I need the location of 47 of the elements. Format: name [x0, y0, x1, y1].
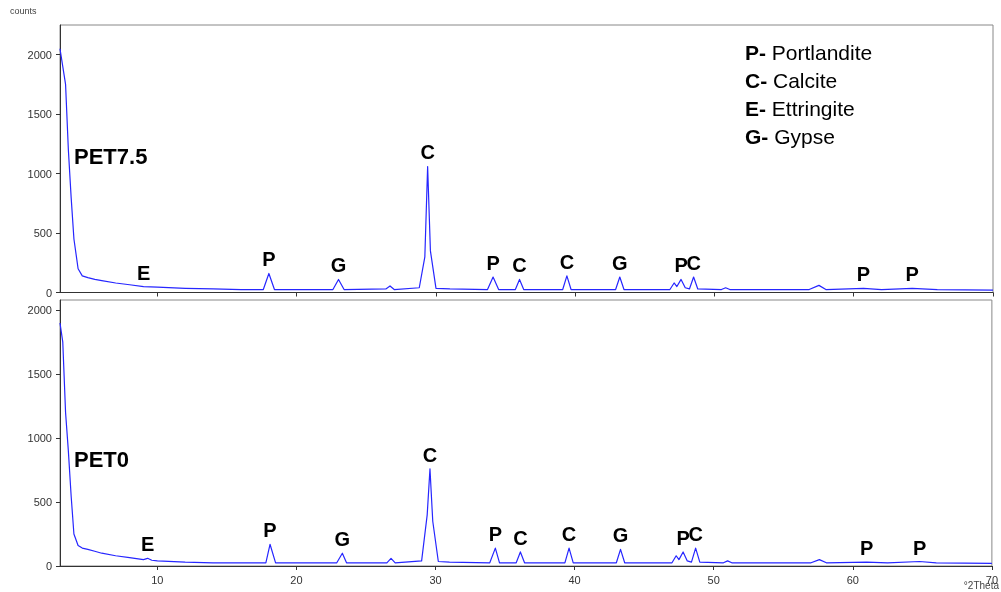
annotation: E	[140, 533, 155, 556]
annotation: P	[674, 254, 688, 277]
annotation: P	[860, 537, 874, 560]
annotation: C	[561, 523, 577, 546]
annotation: P	[488, 523, 503, 546]
annotation: G	[330, 254, 347, 277]
annotation: G	[612, 252, 628, 275]
annotation: E- Ettringite	[745, 97, 855, 120]
y-tick-label: 2000	[27, 48, 52, 61]
y-tick-label: 1500	[27, 108, 52, 121]
annotation: G	[334, 528, 351, 551]
y-axis-title: counts	[10, 5, 38, 16]
y-tick-label: 500	[33, 496, 52, 509]
annotation: P	[262, 248, 276, 271]
y-tick-label: 2000	[27, 304, 52, 317]
annotation: C	[422, 443, 438, 466]
annotation: G	[612, 524, 629, 547]
x-tick-label: 20	[290, 573, 303, 586]
y-tick-label: 1000	[27, 167, 52, 180]
annotation: E	[136, 261, 151, 284]
annotation: C	[513, 526, 528, 549]
annotation: C	[512, 254, 527, 277]
y-tick-label: 0	[45, 560, 52, 572]
x-tick-label: 10	[151, 573, 164, 586]
annotation: G- Gypse	[745, 125, 835, 148]
y-tick-label: 1500	[27, 368, 52, 381]
x-tick-label: 30	[429, 573, 442, 586]
annotation: P	[856, 263, 871, 286]
annotation: P	[912, 536, 927, 559]
series-label: PET7.5	[74, 143, 148, 169]
annotation: C	[688, 523, 703, 546]
annotation: P	[263, 519, 277, 542]
annotation: C	[420, 141, 435, 164]
y-tick-label: 0	[45, 286, 52, 299]
annotation: P	[905, 263, 919, 286]
annotation: C	[686, 252, 701, 275]
annotation: P	[676, 526, 690, 549]
x-tick-label: 50	[707, 573, 720, 586]
annotation: C- Calcite	[745, 69, 838, 92]
annotation: C	[559, 250, 575, 273]
series-label: PET0	[74, 446, 130, 472]
x-tick-label: 40	[568, 573, 581, 586]
x-tick-label: 60	[846, 573, 859, 586]
y-tick-label: 1000	[27, 432, 52, 445]
annotation: P- Portlandite	[745, 41, 873, 64]
annotation: P	[486, 252, 500, 275]
y-tick-label: 500	[33, 227, 52, 240]
